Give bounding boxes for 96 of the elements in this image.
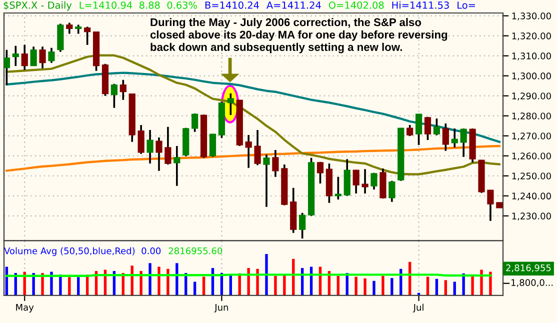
candlestick	[272, 149, 279, 178]
bar	[77, 277, 80, 296]
candlestick	[75, 24, 82, 35]
bar	[364, 278, 366, 296]
candlestick	[487, 188, 494, 222]
text: A=1411.24	[266, 1, 321, 9]
bar	[426, 276, 430, 296]
bar	[193, 282, 196, 296]
bar	[148, 263, 152, 296]
candlestick	[30, 46, 37, 67]
y-tick-label: 1,230.00	[512, 212, 551, 220]
candlestick	[120, 78, 126, 101]
bar	[480, 270, 483, 296]
y-tick-label: 1,310.00	[512, 52, 551, 60]
bar	[336, 276, 340, 296]
candlestick	[370, 172, 378, 190]
candlestick	[174, 145, 180, 187]
text: 2,816,955	[506, 264, 551, 272]
candlestick	[39, 46, 46, 70]
y-tick-label: 1,330.00	[512, 12, 551, 20]
candlestick	[299, 212, 306, 240]
candlestick	[4, 48, 10, 86]
candlestick	[110, 82, 118, 109]
y-tick-label: 1,290.00	[512, 92, 551, 100]
candlestick	[442, 122, 449, 152]
bar	[453, 282, 456, 296]
bar	[247, 268, 250, 296]
text: L=1410.94 8.88 0.63%	[80, 1, 197, 9]
candlestick	[146, 129, 154, 164]
candlestick	[84, 26, 91, 46]
candlestick	[415, 112, 422, 146]
candlestick	[451, 128, 458, 148]
candlestick	[352, 168, 360, 194]
bar	[489, 272, 492, 296]
candlestick	[424, 116, 432, 141]
text: B=1410.24	[205, 1, 259, 9]
bar	[32, 273, 35, 296]
candlestick	[138, 124, 144, 155]
candlestick	[245, 134, 252, 169]
chart-title: $SPX.X - Daily	[4, 1, 72, 11]
bar	[68, 277, 71, 296]
candlestick	[362, 168, 368, 194]
bar	[256, 268, 259, 296]
candlestick	[164, 126, 172, 166]
bar	[382, 276, 384, 296]
y-tick-label: 1,300.00	[512, 72, 551, 80]
bar	[444, 280, 448, 296]
y-tick-label: 1,250.00	[512, 172, 551, 180]
y-tick-label: 1,320.00	[512, 32, 551, 40]
candlestick	[209, 132, 216, 158]
candlestick	[21, 44, 28, 71]
bar	[50, 272, 53, 296]
y-tick-label: 1,270.00	[512, 132, 551, 140]
candlestick	[388, 180, 396, 203]
bar	[166, 268, 170, 296]
y-tick-label: 1,260.00	[512, 152, 551, 160]
bar	[471, 274, 474, 296]
bar	[283, 274, 286, 296]
chart-subtitle: 2816955.60	[168, 247, 222, 254]
candlestick	[254, 129, 261, 166]
candlestick	[48, 46, 55, 64]
line-series	[6, 54, 501, 176]
bar	[372, 280, 376, 296]
candlestick	[406, 124, 414, 137]
x-tick-label: May	[16, 304, 34, 312]
candlestick	[156, 136, 162, 172]
text: 1,800,0...	[511, 279, 553, 287]
y-tick-label: 1,280.00	[512, 112, 551, 120]
bar	[265, 254, 268, 296]
text: Lo=	[458, 2, 475, 9]
candlestick	[263, 154, 270, 208]
x-tick-label: Jun	[214, 304, 228, 312]
bar	[140, 270, 142, 296]
bar	[202, 276, 206, 296]
candlestick	[227, 92, 234, 116]
bar	[390, 278, 394, 296]
bar	[41, 273, 44, 296]
annotation: During the May - July 2006 correction, the S&P also closed above its 20-day MA for one day before reversing back down and subsequently setting a new low.	[150, 18, 448, 54]
bar	[59, 274, 62, 296]
line-series	[6, 144, 501, 172]
candlestick	[66, 22, 73, 35]
x-tick-label: Jul	[412, 304, 424, 312]
bar	[435, 278, 438, 296]
text: Hi=1411.53	[392, 1, 449, 9]
bar	[354, 276, 358, 296]
candlestick	[192, 112, 198, 133]
candlestick	[316, 160, 324, 184]
candlestick	[334, 176, 342, 200]
text: O=1402.08	[328, 1, 384, 9]
candlestick	[12, 44, 19, 67]
bar	[462, 273, 465, 296]
candlestick	[433, 118, 440, 136]
y-tick-label: 1,240.00	[512, 192, 551, 200]
bar	[274, 276, 277, 296]
candlestick	[460, 128, 467, 158]
bar	[158, 266, 160, 296]
